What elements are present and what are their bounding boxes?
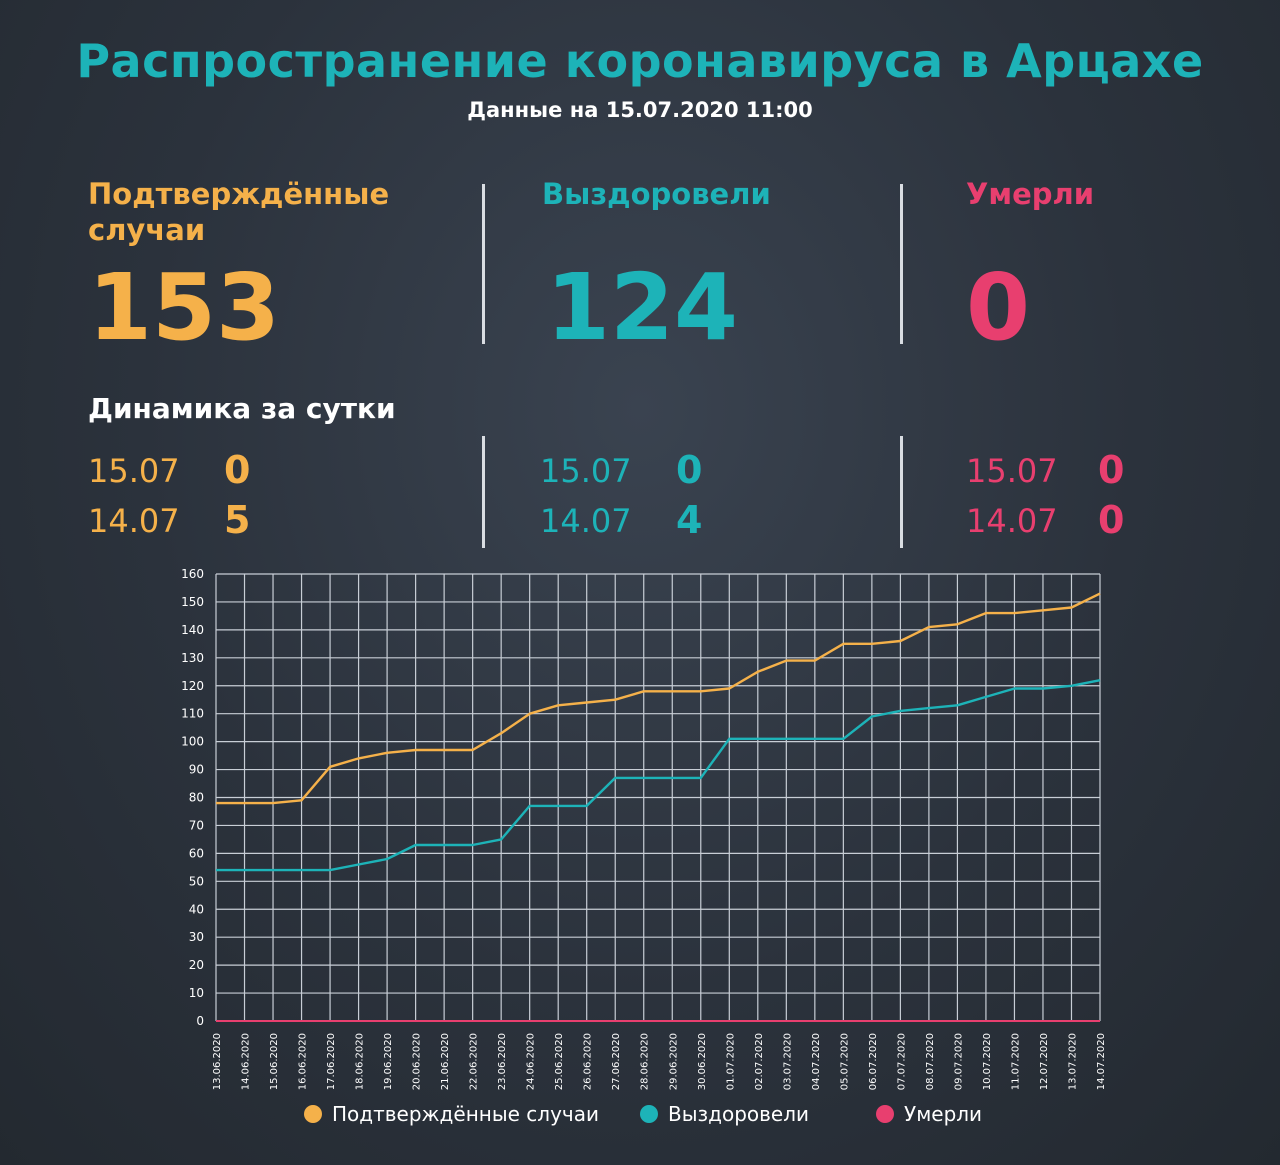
dyn-confirmed-date-1: 15.07: [88, 452, 180, 490]
y-tick-label: 0: [196, 1014, 204, 1028]
dynamics-title: Динамика за сутки: [88, 392, 396, 425]
x-tick-label: 23.06.2020: [497, 1033, 508, 1090]
y-tick-label: 140: [181, 623, 204, 637]
x-tick-label: 27.06.2020: [611, 1033, 622, 1090]
x-tick-label: 11.07.2020: [1010, 1033, 1021, 1090]
x-tick-label: 28.06.2020: [640, 1033, 651, 1090]
legend-dot-confirmed: [304, 1105, 322, 1123]
x-tick-label: 19.06.2020: [383, 1033, 394, 1090]
divider-4: [900, 436, 903, 548]
y-tick-label: 120: [181, 679, 204, 693]
y-tick-label: 20: [189, 958, 204, 972]
x-tick-label: 06.07.2020: [868, 1033, 879, 1090]
stat-deaths-value: 0: [966, 254, 1031, 361]
x-tick-label: 13.07.2020: [1067, 1033, 1078, 1090]
y-tick-label: 80: [189, 791, 204, 805]
y-tick-label: 40: [189, 902, 204, 916]
y-tick-label: 160: [181, 567, 204, 581]
dyn-deaths-date-1: 15.07: [966, 452, 1058, 490]
x-tick-label: 14.07.2020: [1096, 1033, 1107, 1090]
stat-deaths-label: Умерли: [966, 176, 1094, 212]
legend-recovered: Выздоровели: [640, 1102, 809, 1126]
dyn-recovered-date-2: 14.07: [540, 502, 632, 540]
legend-confirmed: Подтверждённые случаи: [304, 1102, 599, 1126]
x-tick-label: 14.06.2020: [241, 1033, 252, 1090]
stat-confirmed-label-line1: Подтверждённые: [88, 177, 390, 211]
legend-label-confirmed: Подтверждённые случаи: [332, 1102, 599, 1126]
x-tick-label: 04.07.2020: [811, 1033, 822, 1090]
page-title: Распространение коронавируса в Арцахе: [76, 34, 1204, 88]
y-tick-label: 10: [189, 986, 204, 1000]
y-tick-label: 150: [181, 595, 204, 609]
x-tick-label: 03.07.2020: [782, 1033, 793, 1090]
y-tick-label: 100: [181, 735, 204, 749]
x-tick-label: 25.06.2020: [554, 1033, 565, 1090]
x-tick-label: 22.06.2020: [469, 1033, 480, 1090]
x-tick-label: 18.06.2020: [355, 1033, 366, 1090]
dyn-recovered-value-2: 4: [676, 498, 703, 542]
x-tick-label: 10.07.2020: [982, 1033, 993, 1090]
y-tick-label: 60: [189, 846, 204, 860]
dyn-confirmed-date-2: 14.07: [88, 502, 180, 540]
dyn-recovered-date-1: 15.07: [540, 452, 632, 490]
dyn-deaths-value-2: 0: [1098, 498, 1125, 542]
y-tick-label: 90: [189, 763, 204, 777]
legend-deaths: Умерли: [876, 1102, 982, 1126]
dyn-recovered-value-1: 0: [676, 448, 703, 492]
x-tick-label: 29.06.2020: [668, 1033, 679, 1090]
x-tick-label: 08.07.2020: [925, 1033, 936, 1090]
stat-recovered-label-line1: Выздоровели: [542, 177, 771, 211]
y-tick-label: 130: [181, 651, 204, 665]
legend-dot-deaths: [876, 1105, 894, 1123]
dyn-deaths-value-1: 0: [1098, 448, 1125, 492]
stat-confirmed-label-line2: случаи: [88, 213, 206, 247]
x-tick-label: 21.06.2020: [440, 1033, 451, 1090]
x-tick-label: 13.06.2020: [212, 1033, 223, 1090]
x-tick-label: 17.06.2020: [326, 1033, 337, 1090]
x-tick-label: 02.07.2020: [754, 1033, 765, 1090]
x-tick-label: 01.07.2020: [725, 1033, 736, 1090]
x-tick-label: 24.06.2020: [526, 1033, 537, 1090]
stat-confirmed-label: Подтверждённые случаи: [88, 176, 389, 248]
dyn-confirmed-value-2: 5: [224, 498, 251, 542]
stat-recovered-value: 124: [546, 254, 739, 361]
series-line-1: [216, 592, 1101, 805]
x-tick-label: 12.07.2020: [1039, 1033, 1050, 1090]
x-tick-label: 05.07.2020: [839, 1033, 850, 1090]
legend-label-recovered: Выздоровели: [668, 1102, 810, 1126]
divider-3: [482, 436, 485, 548]
dyn-deaths-date-2: 14.07: [966, 502, 1058, 540]
series-line-2: [216, 679, 1101, 872]
legend-dot-recovered: [640, 1105, 658, 1123]
y-tick-label: 70: [189, 818, 204, 832]
x-tick-label: 15.06.2020: [269, 1033, 280, 1090]
y-tick-label: 50: [189, 874, 204, 888]
y-tick-label: 110: [181, 707, 204, 721]
legend-label-deaths: Умерли: [904, 1102, 983, 1126]
divider-1: [482, 184, 485, 344]
x-tick-label: 20.06.2020: [412, 1033, 423, 1090]
page-subtitle: Данные на 15.07.2020 11:00: [467, 98, 813, 122]
x-tick-label: 26.06.2020: [583, 1033, 594, 1090]
stat-deaths-label-line1: Умерли: [966, 177, 1095, 211]
stat-recovered-label: Выздоровели: [542, 176, 771, 212]
stat-confirmed-value: 153: [88, 254, 281, 361]
x-tick-label: 07.07.2020: [896, 1033, 907, 1090]
y-tick-label: 30: [189, 930, 204, 944]
x-tick-label: 09.07.2020: [953, 1033, 964, 1090]
x-tick-label: 30.06.2020: [697, 1033, 708, 1090]
dyn-confirmed-value-1: 0: [224, 448, 251, 492]
divider-2: [900, 184, 903, 344]
x-tick-label: 16.06.2020: [298, 1033, 309, 1090]
